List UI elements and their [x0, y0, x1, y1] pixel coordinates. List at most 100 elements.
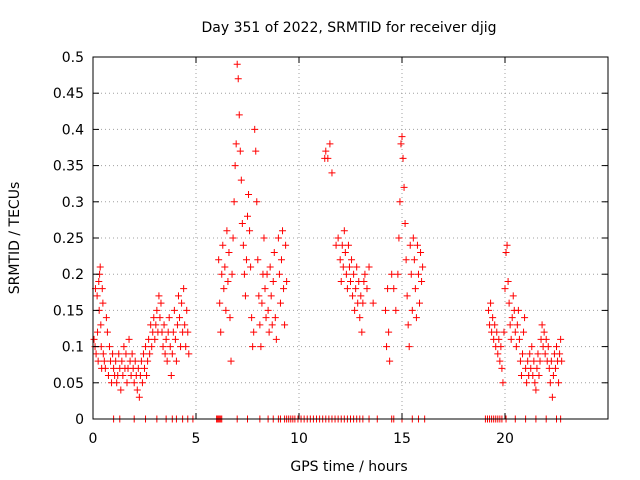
data-point	[489, 314, 497, 322]
data-point	[94, 328, 102, 336]
data-point	[382, 306, 390, 314]
data-point	[385, 328, 393, 336]
data-point	[402, 256, 410, 264]
data-point	[274, 234, 282, 242]
data-point	[558, 357, 566, 365]
data-point	[357, 292, 365, 300]
data-point	[172, 357, 180, 365]
data-point	[515, 335, 523, 343]
data-point	[536, 357, 544, 365]
data-point	[341, 248, 349, 256]
data-point	[500, 328, 508, 336]
y-tick-label: 0.5	[62, 50, 84, 66]
data-point	[406, 241, 414, 249]
data-point	[535, 372, 543, 380]
data-point	[96, 263, 104, 271]
data-point	[268, 321, 276, 329]
data-point	[131, 357, 139, 365]
data-point	[262, 314, 270, 322]
data-point	[506, 321, 514, 329]
data-point	[392, 306, 400, 314]
data-point	[401, 220, 409, 228]
data-point	[110, 364, 118, 372]
data-point	[512, 343, 520, 351]
data-point	[143, 372, 151, 380]
data-point	[266, 263, 274, 271]
data-point	[384, 285, 392, 293]
data-point	[122, 350, 130, 358]
data-point	[257, 343, 265, 351]
data-point	[416, 299, 424, 307]
data-points	[90, 60, 566, 423]
data-point	[411, 285, 419, 293]
data-point	[396, 198, 404, 206]
data-point	[551, 364, 559, 372]
data-point	[541, 350, 549, 358]
data-point	[94, 357, 102, 365]
data-point	[545, 364, 553, 372]
data-point	[336, 256, 344, 264]
data-point	[173, 321, 181, 329]
data-point	[219, 241, 227, 249]
data-point	[542, 335, 550, 343]
data-point	[171, 335, 179, 343]
data-point	[161, 350, 169, 358]
data-point	[514, 306, 522, 314]
data-point	[546, 379, 554, 387]
data-point	[532, 386, 540, 394]
data-point	[223, 227, 231, 235]
data-point	[491, 321, 499, 329]
data-point	[553, 343, 560, 351]
data-point	[101, 364, 109, 372]
data-point	[183, 306, 191, 314]
data-point	[412, 314, 420, 322]
data-point	[157, 299, 165, 307]
data-point	[485, 306, 493, 314]
data-point	[222, 306, 230, 314]
data-point	[504, 277, 512, 285]
data-point	[109, 350, 117, 358]
data-point	[118, 357, 126, 365]
data-point	[404, 321, 412, 329]
data-point	[253, 198, 261, 206]
data-point	[342, 270, 350, 278]
data-point	[240, 270, 248, 278]
data-point	[256, 321, 264, 329]
data-point	[276, 299, 284, 307]
data-point	[516, 357, 524, 365]
data-point	[417, 248, 425, 256]
data-point	[184, 328, 192, 336]
data-point	[238, 220, 246, 228]
data-point	[170, 306, 178, 314]
data-point	[225, 248, 233, 256]
data-point	[258, 299, 266, 307]
data-point	[363, 285, 371, 293]
data-point	[263, 270, 271, 278]
data-point	[555, 379, 563, 387]
data-point	[231, 162, 239, 170]
data-point	[282, 241, 290, 249]
data-point	[249, 343, 257, 351]
data-point	[120, 343, 128, 351]
data-point	[337, 277, 345, 285]
data-point	[247, 263, 255, 271]
data-point	[400, 183, 408, 191]
data-point	[128, 350, 136, 358]
data-point	[505, 299, 513, 307]
x-tick-label: 0	[89, 431, 98, 447]
data-point	[254, 256, 262, 264]
data-point	[176, 314, 184, 322]
data-point	[358, 328, 366, 336]
data-point	[520, 328, 528, 336]
data-point	[169, 328, 177, 336]
y-tick-label: 0.15	[53, 303, 84, 319]
data-point	[533, 364, 541, 372]
y-tick-label: 0.1	[62, 340, 84, 356]
data-point	[97, 321, 105, 329]
data-point	[166, 343, 174, 351]
data-point	[216, 299, 224, 307]
data-point	[394, 270, 402, 278]
data-point	[347, 277, 354, 285]
data-point	[530, 357, 538, 365]
y-tick-labels: 0 0.05 0.1 0.15 0.2 0.25 0.3 0.35 0.4 0.45 0.5	[53, 50, 84, 428]
